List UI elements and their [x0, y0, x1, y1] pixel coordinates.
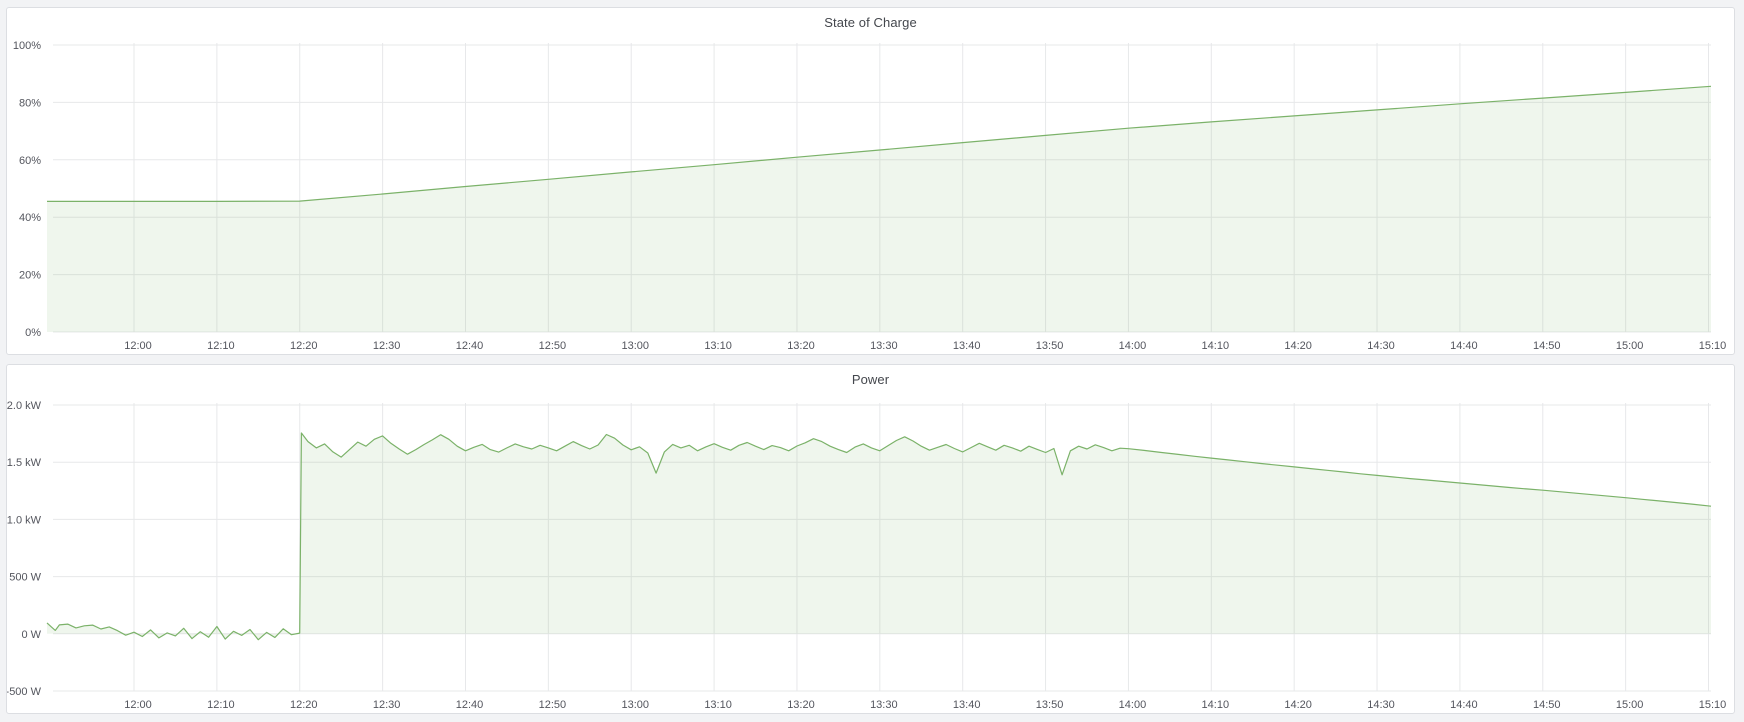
- x-tick-label: 13:00: [621, 340, 649, 352]
- y-tick-label: 100%: [13, 40, 41, 52]
- x-tick-label: 12:50: [539, 699, 567, 711]
- y-tick-label: 500 W: [9, 572, 41, 584]
- x-tick-label: 12:20: [290, 699, 318, 711]
- y-tick-label: 20%: [19, 270, 41, 282]
- x-tick-label: 14:50: [1533, 699, 1561, 711]
- x-tick-label: 14:10: [1202, 699, 1230, 711]
- x-tick-label: 14:10: [1202, 340, 1230, 352]
- series-area: [47, 433, 1711, 640]
- x-tick-label: 13:10: [704, 699, 732, 711]
- panel-state-of-charge: State of Charge 0% 20% 40% 60% 80% 100% 12:00 1…: [6, 7, 1735, 355]
- x-tick-label: 12:20: [290, 340, 318, 352]
- x-tick-label: 15:00: [1616, 340, 1644, 352]
- y-tick-label: 40%: [19, 212, 41, 224]
- x-tick-label: 13:50: [1036, 699, 1064, 711]
- x-tick-label: 14:00: [1119, 699, 1147, 711]
- x-tick-label: 13:00: [621, 699, 649, 711]
- power-chart[interactable]: -500 W 0 W 500 W 1.0 kW 1.5 kW 2.0 kW 12:00 12:…: [7, 365, 1736, 713]
- y-tick-label: 1.5 kW: [7, 457, 42, 469]
- x-tick-label: 14:20: [1284, 340, 1312, 352]
- soc-chart[interactable]: 0% 20% 40% 60% 80% 100% 12:00 12:10 12:20 12:30 12…: [7, 8, 1736, 354]
- y-tick-label: 2.0 kW: [7, 400, 42, 412]
- x-tick-label: 13:40: [953, 699, 981, 711]
- x-tick-label: 12:10: [207, 699, 235, 711]
- x-tick-label: 14:20: [1284, 699, 1312, 711]
- x-tick-label: 12:00: [124, 340, 152, 352]
- x-tick-label: 14:50: [1533, 340, 1561, 352]
- x-tick-label: 14:00: [1119, 340, 1147, 352]
- x-tick-label: 12:00: [124, 699, 152, 711]
- x-tick-label: 13:20: [787, 699, 815, 711]
- y-tick-label: 0%: [25, 327, 41, 339]
- series-line: [47, 85, 1712, 202]
- panel-title[interactable]: Power: [851, 372, 890, 387]
- y-tick-label: -500 W: [7, 686, 42, 698]
- x-tick-label: 13:40: [953, 340, 981, 352]
- x-tick-label: 14:40: [1450, 340, 1478, 352]
- series-area: [47, 86, 1711, 332]
- panel-title[interactable]: State of Charge: [824, 15, 917, 30]
- x-tick-label: 13:30: [870, 340, 898, 352]
- x-tick-label: 12:50: [539, 340, 567, 352]
- x-tick-label: 13:50: [1036, 340, 1064, 352]
- y-tick-label: 0 W: [21, 629, 41, 641]
- x-tick-label: 14:40: [1450, 699, 1478, 711]
- x-tick-label: 15:10: [1699, 699, 1727, 711]
- series-line: [46, 432, 1712, 641]
- x-tick-label: 13:10: [704, 340, 732, 352]
- x-tick-label: 13:30: [870, 699, 898, 711]
- x-tick-label: 12:40: [456, 699, 484, 711]
- x-tick-label: 15:00: [1616, 699, 1644, 711]
- x-tick-label: 12:30: [373, 340, 401, 352]
- panel-power: Power -500 W 0 W 500 W 1.0 kW 1.5 kW 2.0 kW 12…: [6, 364, 1735, 714]
- x-tick-label: 12:40: [456, 340, 484, 352]
- x-tick-label: 12:30: [373, 699, 401, 711]
- x-tick-label: 13:20: [787, 340, 815, 352]
- x-tick-label: 12:10: [207, 340, 235, 352]
- y-tick-label: 60%: [19, 155, 41, 167]
- y-tick-label: 80%: [19, 97, 41, 109]
- x-tick-label: 15:10: [1699, 340, 1727, 352]
- y-tick-label: 1.0 kW: [7, 514, 42, 526]
- x-tick-label: 14:30: [1367, 340, 1395, 352]
- x-tick-label: 14:30: [1367, 699, 1395, 711]
